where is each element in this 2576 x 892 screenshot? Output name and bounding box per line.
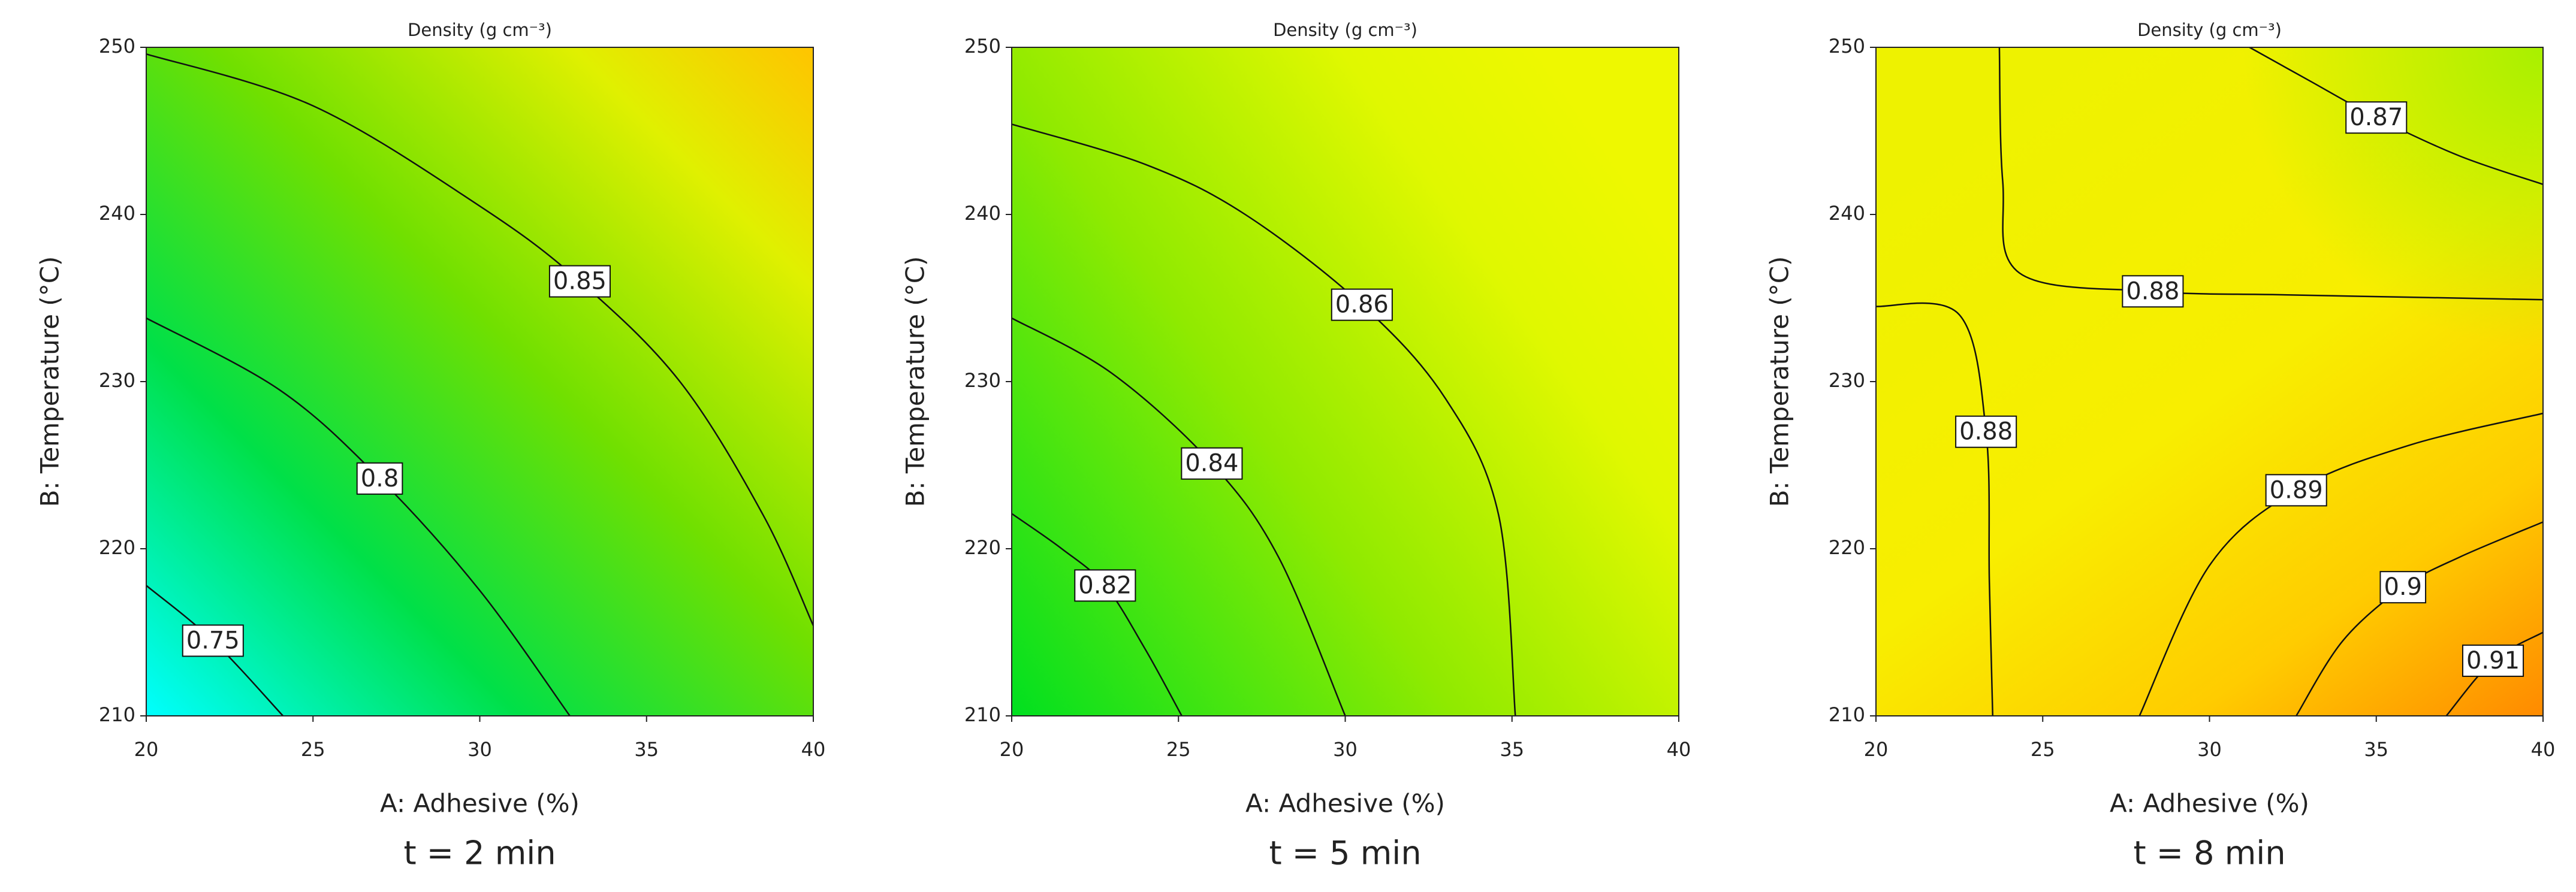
contour-label-box (356, 462, 403, 495)
y-tick-label: 210 (1829, 703, 1865, 726)
x-tick-label: 40 (1667, 738, 1691, 761)
y-axis-label: B: Temperature (°C) (35, 256, 65, 507)
contour-label-box (548, 265, 611, 298)
plot-background (1012, 47, 1679, 716)
contour-label-box (2265, 474, 2327, 507)
y-tick-label: 210 (99, 703, 135, 726)
contour-label-box (2379, 571, 2427, 604)
x-tick-label: 35 (1500, 738, 1524, 761)
y-tick-label: 250 (964, 35, 1001, 58)
caption: t = 8 min (2133, 834, 2285, 872)
contour-label-box (1074, 569, 1136, 602)
contour-label: 0.8 (361, 465, 399, 492)
x-tick-label: 30 (1333, 738, 1358, 761)
contour-label: 0.88 (1959, 418, 2013, 446)
y-tick-label: 230 (964, 369, 1001, 392)
y-tick-label: 220 (99, 536, 135, 559)
contour-label-box (1181, 447, 1243, 480)
x-tick-label: 20 (134, 738, 159, 761)
contour-label: 0.9 (2384, 573, 2422, 601)
y-tick-label: 250 (99, 35, 135, 58)
contour-label: 0.89 (2270, 476, 2323, 504)
x-axis-label: A: Adhesive (%) (1245, 789, 1445, 818)
plot-background (146, 47, 813, 716)
contour-label-box (1331, 288, 1393, 321)
contour-label: 0.75 (186, 627, 240, 654)
contour-label-box (1955, 415, 2017, 448)
y-tick-label: 220 (964, 536, 1001, 559)
contour-label-box (2122, 275, 2184, 308)
x-tick-label: 35 (634, 738, 659, 761)
chart-title: Density (g cm⁻³) (2137, 20, 2282, 40)
x-tick-label: 35 (2364, 738, 2388, 761)
contour-label-box (2462, 644, 2524, 677)
x-tick-label: 40 (2531, 738, 2556, 761)
x-tick-label: 25 (1166, 738, 1191, 761)
y-axis-label: B: Temperature (°C) (901, 256, 930, 507)
contour-label: 0.87 (2349, 104, 2403, 131)
x-tick-label: 40 (801, 738, 826, 761)
y-tick-label: 220 (1829, 536, 1865, 559)
contour-label: 0.86 (1335, 291, 1389, 319)
contour-label: 0.84 (1185, 450, 1238, 477)
caption: t = 5 min (1269, 834, 1421, 872)
x-tick-label: 20 (1864, 738, 1889, 761)
chart-title: Density (g cm⁻³) (1273, 20, 1417, 40)
x-tick-label: 20 (1000, 738, 1024, 761)
contour-label-box (2345, 101, 2408, 134)
plot-frame (1011, 47, 1679, 716)
chart-title: Density (g cm⁻³) (408, 20, 552, 40)
plot-background-overlay (1876, 47, 2543, 716)
caption: t = 2 min (403, 834, 556, 872)
plot-frame (146, 47, 814, 716)
contour-label: 0.91 (2466, 647, 2520, 675)
y-tick-label: 250 (1829, 35, 1865, 58)
y-tick-label: 240 (99, 202, 135, 225)
y-axis-label: B: Temperature (°C) (1765, 256, 1794, 507)
x-axis-label: A: Adhesive (%) (380, 789, 580, 818)
plot-frame (1875, 47, 2544, 716)
x-axis-label: A: Adhesive (%) (2110, 789, 2309, 818)
contour-label-box (182, 624, 244, 657)
x-tick-label: 25 (301, 738, 325, 761)
x-tick-label: 30 (2197, 738, 2222, 761)
y-tick-label: 240 (1829, 202, 1865, 225)
x-tick-label: 25 (2031, 738, 2055, 761)
x-tick-label: 30 (467, 738, 492, 761)
y-tick-label: 240 (964, 202, 1001, 225)
contour-label: 0.85 (553, 268, 607, 295)
contour-label: 0.88 (2126, 277, 2179, 305)
y-tick-label: 210 (964, 703, 1001, 726)
y-tick-label: 230 (99, 369, 135, 392)
y-tick-label: 230 (1829, 369, 1865, 392)
contour-label: 0.82 (1078, 572, 1132, 599)
